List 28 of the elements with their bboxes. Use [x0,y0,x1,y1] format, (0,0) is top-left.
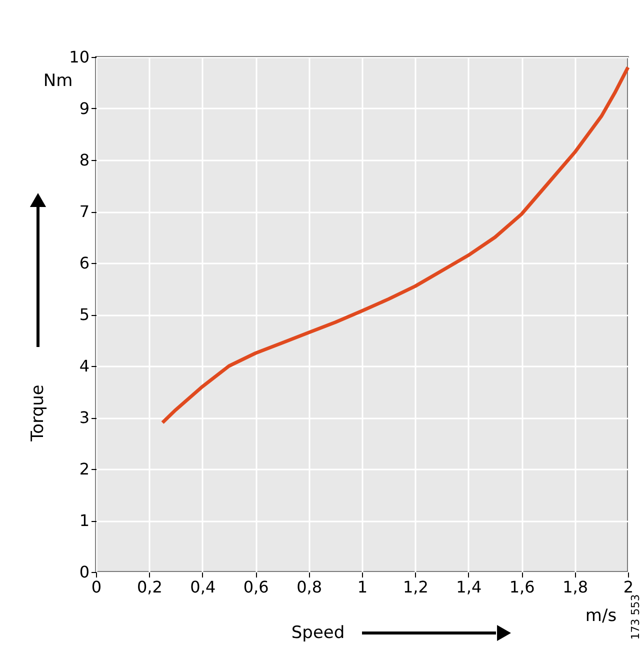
x-tick-label: 0 [91,578,102,596]
y-tick-label: 1 [79,511,90,530]
x-tick-label: 1,4 [456,578,482,596]
x-tick-label: 0,6 [243,578,269,596]
y-tick-label: 9 [79,99,90,118]
y-tick-label: 5 [79,305,90,324]
y-tick-label: 3 [79,408,90,427]
line-series [160,66,630,424]
y-tick-label: 8 [79,150,90,170]
y-tick-label: 7 [79,202,90,221]
text: m/s [585,606,617,626]
x-tick-label: 0,8 [296,578,322,596]
x-tick-label: 1 [357,578,368,596]
x-tick-label: 1,8 [562,578,588,596]
x-tick-label: 0,4 [190,578,216,596]
y-tick-label: 10 [69,48,90,66]
y-tick-label: 6 [79,254,90,272]
y-tick-label: 4 [79,356,90,376]
text: 173 553 [629,594,642,640]
text: Nm [43,71,73,91]
x-axis-title: Speed [291,623,345,643]
x-tick-label: 0,2 [136,578,162,596]
x-tick-label: 1,2 [402,578,428,596]
x-tick-label: 1,6 [509,578,535,596]
y-tick-label: 0 [79,562,90,582]
y-tick-label: 2 [79,460,90,478]
x-tick-label: 2 [623,578,634,596]
y-axis-title: Torque [28,384,48,442]
